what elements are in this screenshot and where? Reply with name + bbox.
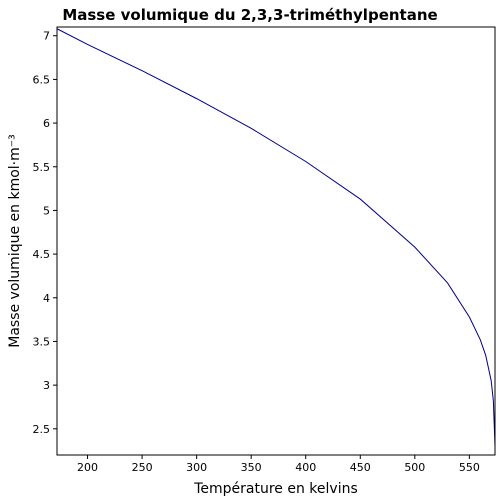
y-tick-label: 6.5	[33, 73, 51, 86]
y-tick-label: 3.5	[33, 335, 51, 348]
y-tick-label: 5	[43, 204, 50, 217]
y-tick-label: 3	[43, 379, 50, 392]
x-tick-label: 500	[404, 461, 425, 474]
x-tick-label: 550	[459, 461, 480, 474]
plot-frame	[56, 26, 496, 456]
series-line-0	[56, 28, 496, 447]
x-tick-label: 400	[295, 461, 316, 474]
chart-title: Masse volumique du 2,3,3-triméthylpentan…	[62, 6, 437, 24]
x-tick-label: 350	[241, 461, 262, 474]
axis-ticks: 200 250 300 350 400 450 500 550 2.5 3 3.5 4 4.5 5 5.5 6…	[33, 30, 480, 474]
y-tick-label: 4	[43, 292, 50, 305]
y-tick-label: 4.5	[33, 248, 51, 261]
y-tick-label: 2.5	[33, 423, 51, 436]
x-tick-label: 300	[186, 461, 207, 474]
x-tick-label: 450	[350, 461, 371, 474]
y-axis-label: Masse volumique en kmol·m⁻³	[7, 134, 23, 348]
x-tick-label: 200	[77, 461, 98, 474]
plot-area	[56, 28, 496, 447]
x-axis-label: Température en kelvins	[193, 481, 358, 497]
x-tick-label: 250	[132, 461, 153, 474]
y-tick-label: 7	[43, 30, 50, 43]
y-tick-label: 5.5	[33, 161, 51, 174]
y-tick-label: 6	[43, 117, 50, 130]
